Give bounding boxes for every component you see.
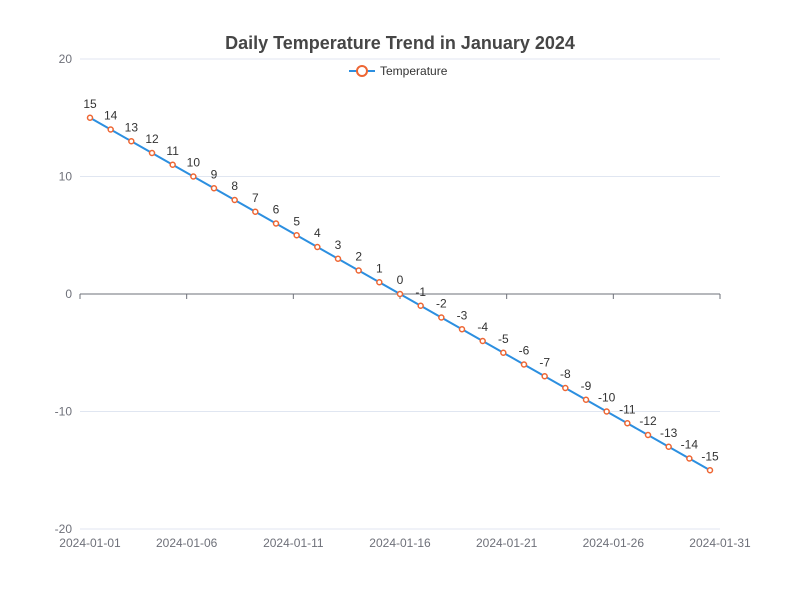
x-tick-label: 2024-01-01 [59,536,121,550]
data-point[interactable] [706,467,714,474]
data-label: 6 [273,203,280,217]
data-point[interactable] [231,196,238,204]
x-tick-label: 2024-01-11 [263,536,324,550]
data-point[interactable] [148,149,156,157]
data-label: 1 [376,261,383,275]
data-label: -14 [681,438,699,452]
data-point[interactable] [500,349,507,356]
x-tick-label: 2024-01-21 [476,536,538,550]
chart-title: Daily Temperature Trend in January 2024 [225,33,575,53]
data-label: -1 [415,285,426,299]
data-label: -8 [560,367,571,381]
y-axis-ticks: 20 10 0 -10 -20 [55,52,73,536]
data-label: -7 [539,355,550,369]
data-point[interactable] [686,455,693,462]
x-tick-label: 2024-01-31 [689,536,751,550]
x-tick-label: 2024-01-26 [583,536,645,550]
grid [80,58,720,530]
data-point[interactable] [86,114,94,121]
data-label: 12 [145,132,159,146]
y-tick-label: -10 [55,405,73,419]
data-point[interactable] [355,267,362,274]
data-point[interactable] [582,396,590,403]
data-label: 8 [231,179,238,193]
y-tick-label: 20 [59,52,73,66]
data-point[interactable] [417,302,424,309]
x-axis-ticks: 2024-01-01 2024-01-06 2024-01-11 2024-01-16… [59,536,751,550]
x-tick-label: 2024-01-16 [369,536,431,550]
data-point[interactable] [438,314,445,321]
data-label: 11 [166,144,179,158]
data-label: -2 [436,297,447,311]
data-label: 15 [83,97,97,111]
data-label: 4 [314,226,321,240]
data-label: -12 [639,414,657,428]
data-label: 14 [104,109,118,123]
data-point[interactable] [272,220,280,227]
data-label: -11 [619,402,636,416]
data-label: 3 [335,238,342,252]
data-label: 5 [293,214,300,228]
data-point[interactable] [190,173,197,180]
data-label: -4 [477,320,488,334]
data-point[interactable] [644,431,652,439]
data-point[interactable] [107,126,114,133]
data-label: -5 [498,332,509,346]
data-point[interactable] [624,420,631,427]
data-label: 13 [125,120,139,134]
y-tick-label: -20 [55,522,73,536]
data-label: -9 [581,379,592,393]
data-point[interactable] [210,185,218,192]
data-point[interactable] [541,373,548,380]
data-point[interactable] [458,326,466,333]
data-point[interactable] [169,161,176,168]
data-point[interactable] [520,361,528,368]
data-point[interactable] [293,232,300,239]
data-point[interactable] [252,208,259,215]
x-tick-label: 2024-01-06 [156,536,218,550]
data-label: -6 [519,344,530,358]
data-point[interactable] [314,243,321,251]
data-point[interactable] [603,408,610,415]
data-label: 7 [252,191,259,205]
data-label: -13 [660,426,678,440]
data-point[interactable] [479,337,486,345]
y-tick-label: 0 [65,287,72,301]
data-label: 2 [355,250,362,264]
data-label: 9 [211,167,218,181]
data-point[interactable] [128,138,135,145]
data-labels: 1514131211109876543210-1-2-3-4-5-6-7-8-9… [83,97,719,464]
data-point[interactable] [376,279,383,286]
data-label: -15 [701,449,719,463]
data-point[interactable] [562,384,569,392]
data-point[interactable] [396,290,404,298]
data-points [86,114,714,474]
data-label: -10 [598,391,616,405]
y-tick-label: 10 [59,170,73,184]
legend[interactable]: Temperature [349,64,448,78]
legend-marker-icon [356,65,368,77]
data-point[interactable] [334,255,342,262]
legend-label: Temperature [380,64,448,78]
data-label: -3 [457,308,468,322]
data-label: 10 [187,156,201,170]
data-label: 0 [397,273,404,287]
data-point[interactable] [665,443,672,450]
